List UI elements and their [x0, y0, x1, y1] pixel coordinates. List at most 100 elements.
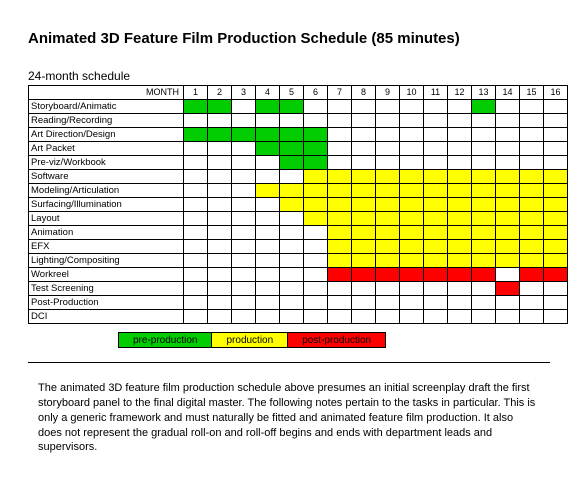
gantt-cell [424, 156, 448, 170]
task-label: DCI [29, 310, 184, 324]
gantt-cell [232, 310, 256, 324]
gantt-cell [352, 240, 376, 254]
gantt-cell [232, 198, 256, 212]
gantt-cell [304, 254, 328, 268]
gantt-cell [400, 184, 424, 198]
gantt-cell [256, 170, 280, 184]
gantt-cell [352, 268, 376, 282]
gantt-cell [232, 268, 256, 282]
gantt-cell [184, 170, 208, 184]
gantt-cell [208, 282, 232, 296]
gantt-cell [520, 156, 544, 170]
gantt-cell [184, 142, 208, 156]
gantt-cell [400, 198, 424, 212]
gantt-cell [304, 226, 328, 240]
gantt-cell [496, 156, 520, 170]
schedule-subtitle: 24-month schedule [28, 69, 552, 83]
legend-item: pre-production [119, 333, 212, 348]
gantt-cell [304, 310, 328, 324]
gantt-cell [280, 296, 304, 310]
gantt-cell [544, 282, 568, 296]
gantt-cell [472, 212, 496, 226]
page-title: Animated 3D Feature Film Production Sche… [28, 30, 552, 47]
gantt-cell [400, 170, 424, 184]
gantt-cell [256, 268, 280, 282]
gantt-cell [256, 156, 280, 170]
gantt-cell [328, 170, 352, 184]
gantt-cell [472, 184, 496, 198]
gantt-cell [184, 128, 208, 142]
gantt-cell [400, 114, 424, 128]
gantt-cell [352, 128, 376, 142]
gantt-cell [544, 100, 568, 114]
gantt-cell [472, 114, 496, 128]
month-header-2: 2 [208, 86, 232, 100]
gantt-cell [184, 184, 208, 198]
gantt-cell [328, 268, 352, 282]
gantt-cell [232, 296, 256, 310]
gantt-cell [328, 142, 352, 156]
gantt-cell [472, 282, 496, 296]
month-header-11: 11 [424, 86, 448, 100]
gantt-cell [496, 128, 520, 142]
gantt-cell [280, 198, 304, 212]
task-label: Software [29, 170, 184, 184]
gantt-cell [208, 198, 232, 212]
gantt-cell [208, 296, 232, 310]
gantt-cell [280, 128, 304, 142]
gantt-cell [208, 254, 232, 268]
gantt-cell [448, 156, 472, 170]
gantt-cell [304, 268, 328, 282]
gantt-cell [328, 212, 352, 226]
gantt-cell [472, 254, 496, 268]
gantt-cell [424, 184, 448, 198]
gantt-cell [376, 310, 400, 324]
gantt-cell [376, 114, 400, 128]
gantt-cell [424, 310, 448, 324]
gantt-cell [400, 254, 424, 268]
gantt-cell [328, 240, 352, 254]
gantt-cell [256, 226, 280, 240]
gantt-cell [256, 240, 280, 254]
task-label: Storyboard/Animatic [29, 100, 184, 114]
gantt-cell [544, 268, 568, 282]
gantt-cell [472, 128, 496, 142]
gantt-cell [448, 198, 472, 212]
task-label: Post-Production [29, 296, 184, 310]
gantt-cell [496, 100, 520, 114]
gantt-cell [448, 226, 472, 240]
gantt-cell [256, 142, 280, 156]
gantt-chart: MONTH12345678910111213141516Storyboard/A… [28, 85, 568, 324]
gantt-cell [424, 296, 448, 310]
month-header-1: 1 [184, 86, 208, 100]
gantt-cell [232, 212, 256, 226]
gantt-cell [304, 240, 328, 254]
gantt-cell [520, 170, 544, 184]
gantt-cell [352, 226, 376, 240]
gantt-cell [208, 142, 232, 156]
gantt-cell [448, 254, 472, 268]
gantt-cell [520, 142, 544, 156]
gantt-cell [496, 254, 520, 268]
gantt-cell [424, 212, 448, 226]
gantt-cell [400, 212, 424, 226]
gantt-cell [352, 254, 376, 268]
gantt-cell [232, 240, 256, 254]
gantt-cell [304, 212, 328, 226]
gantt-cell [328, 296, 352, 310]
task-label: Layout [29, 212, 184, 226]
gantt-cell [304, 114, 328, 128]
gantt-cell [424, 100, 448, 114]
gantt-cell [400, 310, 424, 324]
gantt-cell [376, 156, 400, 170]
gantt-cell [352, 296, 376, 310]
gantt-cell [304, 170, 328, 184]
gantt-cell [496, 198, 520, 212]
gantt-cell [232, 100, 256, 114]
task-label: Lighting/Compositing [29, 254, 184, 268]
gantt-cell [472, 240, 496, 254]
gantt-cell [256, 296, 280, 310]
gantt-cell [232, 156, 256, 170]
gantt-cell [400, 240, 424, 254]
month-header-3: 3 [232, 86, 256, 100]
